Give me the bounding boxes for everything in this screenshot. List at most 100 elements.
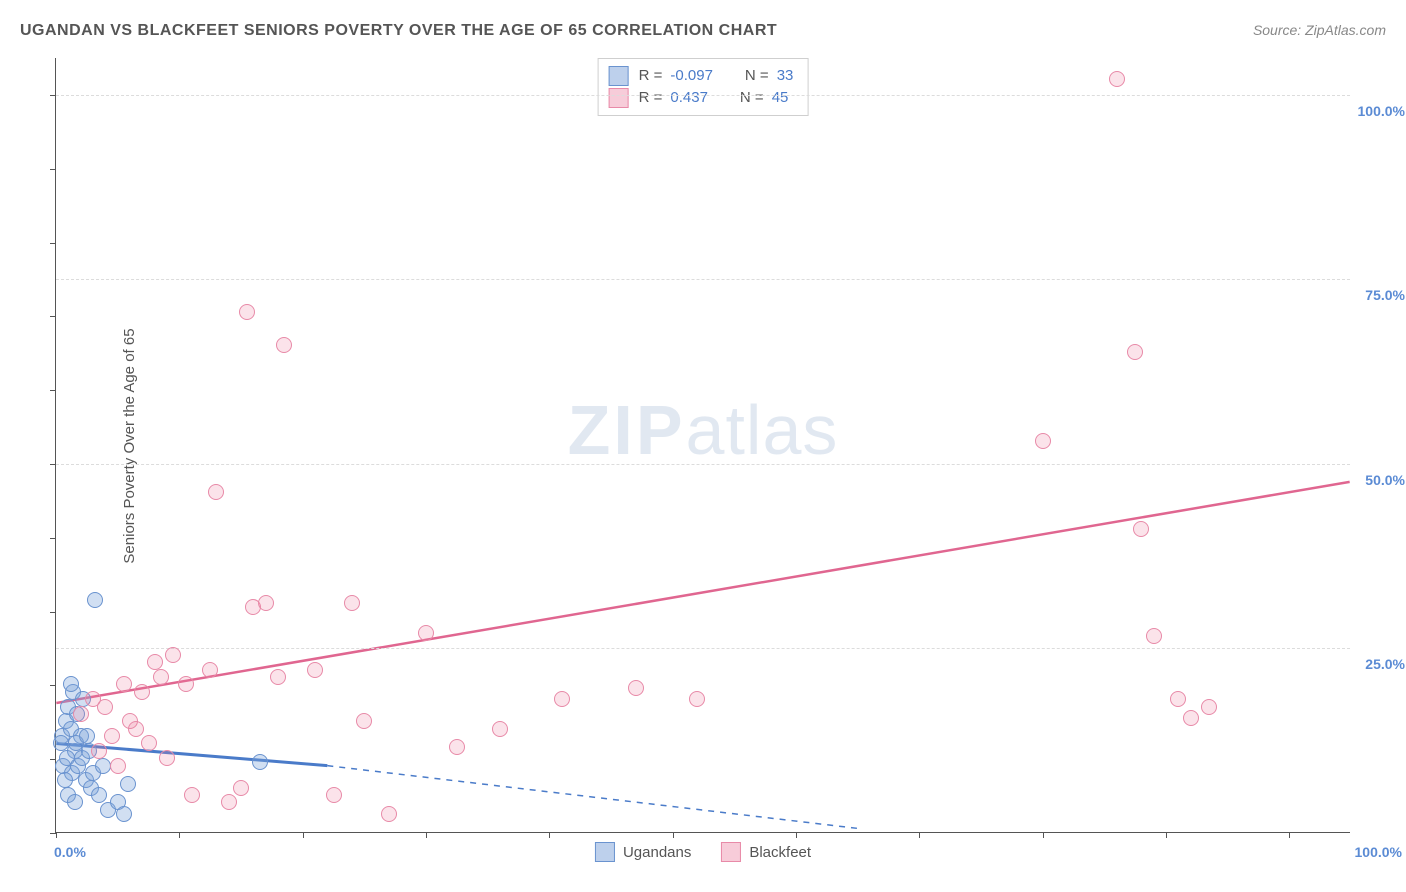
y-tick xyxy=(50,390,56,391)
stats-legend: R =-0.097N =33R =0.437N =45 xyxy=(598,58,809,116)
gridline-h xyxy=(56,648,1350,649)
legend-label: Ugandans xyxy=(623,844,691,861)
data-point xyxy=(120,776,136,792)
y-tick xyxy=(50,833,56,834)
data-point xyxy=(239,304,255,320)
y-tick xyxy=(50,243,56,244)
gridline-h xyxy=(56,279,1350,280)
stat-r-value: 0.437 xyxy=(670,87,708,109)
data-point xyxy=(258,595,274,611)
legend-swatch xyxy=(721,842,741,862)
y-tick xyxy=(50,759,56,760)
data-point xyxy=(97,699,113,715)
data-point xyxy=(381,806,397,822)
data-point xyxy=(53,735,69,751)
data-point xyxy=(91,743,107,759)
data-point xyxy=(110,758,126,774)
data-point xyxy=(1146,628,1162,644)
y-tick-label: 25.0% xyxy=(1355,656,1405,672)
legend-item: Blackfeet xyxy=(721,842,811,862)
chart-title: UGANDAN VS BLACKFEET SENIORS POVERTY OVE… xyxy=(20,22,777,40)
legend-swatch xyxy=(595,842,615,862)
data-point xyxy=(628,680,644,696)
legend-item: Ugandans xyxy=(595,842,691,862)
stat-n-value: 45 xyxy=(772,87,789,109)
stat-r-label: R = xyxy=(639,65,663,87)
data-point xyxy=(418,625,434,641)
data-point xyxy=(73,706,89,722)
y-tick xyxy=(50,612,56,613)
y-tick xyxy=(50,316,56,317)
data-point xyxy=(1127,344,1143,360)
x-tick-label: 0.0% xyxy=(54,844,86,860)
x-tick-label: 100.0% xyxy=(1355,844,1402,860)
data-point xyxy=(344,595,360,611)
x-tick xyxy=(673,832,674,838)
data-point xyxy=(208,484,224,500)
stat-n-label: N = xyxy=(740,87,764,109)
gridline-h xyxy=(56,464,1350,465)
data-point xyxy=(1183,710,1199,726)
y-tick-label: 100.0% xyxy=(1355,103,1405,119)
x-tick xyxy=(549,832,550,838)
legend-label: Blackfeet xyxy=(749,844,811,861)
data-point xyxy=(326,787,342,803)
data-point xyxy=(159,750,175,766)
data-point xyxy=(202,662,218,678)
data-point xyxy=(134,684,150,700)
x-tick xyxy=(303,832,304,838)
data-point xyxy=(67,794,83,810)
x-tick xyxy=(1166,832,1167,838)
data-point xyxy=(449,739,465,755)
plot-area: ZIPatlas R =-0.097N =33R =0.437N =45 Uga… xyxy=(55,58,1350,833)
data-point xyxy=(184,787,200,803)
x-tick xyxy=(1043,832,1044,838)
data-point xyxy=(63,676,79,692)
data-point xyxy=(1170,691,1186,707)
data-point xyxy=(147,654,163,670)
series-legend: Ugandans Blackfeet xyxy=(595,842,811,862)
x-tick xyxy=(1289,832,1290,838)
data-point xyxy=(153,669,169,685)
stats-row: R =-0.097N =33 xyxy=(609,65,794,87)
y-tick xyxy=(50,464,56,465)
data-point xyxy=(165,647,181,663)
y-tick xyxy=(50,538,56,539)
data-point xyxy=(276,337,292,353)
legend-swatch xyxy=(609,66,629,86)
data-point xyxy=(116,676,132,692)
data-point xyxy=(1035,433,1051,449)
data-point xyxy=(554,691,570,707)
data-point xyxy=(91,787,107,803)
data-point xyxy=(233,780,249,796)
x-tick xyxy=(426,832,427,838)
legend-swatch xyxy=(609,88,629,108)
stat-n-value: 33 xyxy=(777,65,794,87)
data-point xyxy=(178,676,194,692)
y-tick-label: 75.0% xyxy=(1355,287,1405,303)
data-point xyxy=(116,806,132,822)
trend-line xyxy=(56,482,1349,703)
data-point xyxy=(104,728,120,744)
source-attribution: Source: ZipAtlas.com xyxy=(1253,22,1386,38)
data-point xyxy=(1109,71,1125,87)
y-tick xyxy=(50,95,56,96)
data-point xyxy=(307,662,323,678)
data-point xyxy=(492,721,508,737)
x-tick xyxy=(796,832,797,838)
trend-line-dashed xyxy=(327,766,857,829)
y-tick xyxy=(50,685,56,686)
trend-lines xyxy=(56,58,1350,832)
data-point xyxy=(1201,699,1217,715)
data-point xyxy=(689,691,705,707)
data-point xyxy=(79,728,95,744)
data-point xyxy=(87,592,103,608)
stat-n-label: N = xyxy=(745,65,769,87)
x-tick xyxy=(919,832,920,838)
data-point xyxy=(95,758,111,774)
y-tick-label: 50.0% xyxy=(1355,472,1405,488)
data-point xyxy=(128,721,144,737)
data-point xyxy=(252,754,268,770)
y-tick xyxy=(50,169,56,170)
stats-row: R =0.437N =45 xyxy=(609,87,794,109)
